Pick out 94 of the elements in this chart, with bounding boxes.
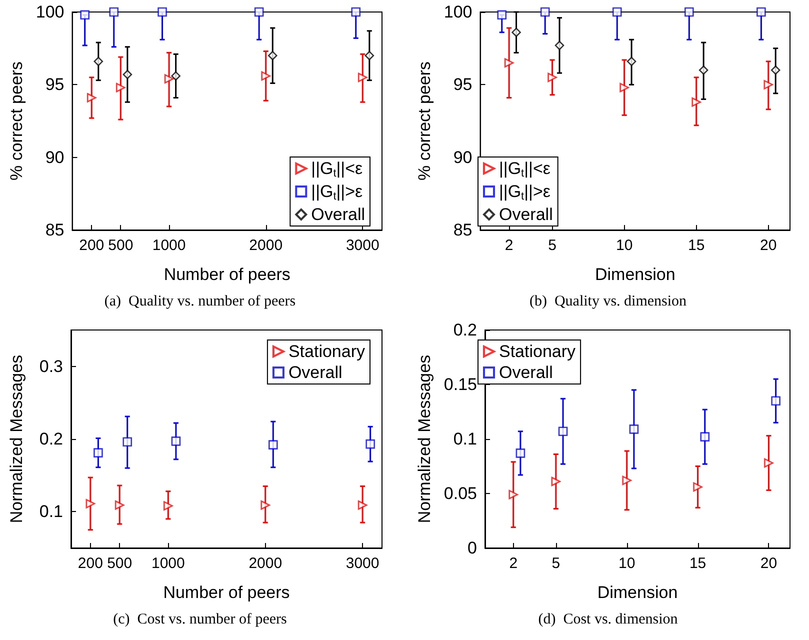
- point: [171, 436, 181, 446]
- point: [504, 58, 514, 68]
- x-tick-label: 15: [689, 555, 706, 572]
- text: (a) Quality vs. number of peers: [104, 294, 296, 310]
- y-tick-label: 100: [36, 2, 64, 22]
- y-tick-label: 85: [453, 220, 472, 240]
- legend-label: Stationary: [499, 342, 576, 361]
- x-tick-label: 500: [108, 237, 134, 254]
- x-tick-label: 500: [107, 555, 132, 572]
- x-tick-label: 10: [618, 555, 636, 572]
- point: [516, 448, 526, 458]
- x-axis-title: Dimension: [597, 583, 678, 602]
- point: [164, 501, 173, 511]
- point: [364, 50, 374, 60]
- x-axis-title: Number of peers: [164, 265, 290, 284]
- point: [629, 424, 639, 434]
- point: [512, 28, 521, 37]
- point: [268, 50, 278, 60]
- y-tick-label: 85: [45, 220, 64, 240]
- y-tick-label: 90: [45, 148, 64, 167]
- x-tick-label: 2000: [248, 555, 282, 572]
- point: [622, 476, 632, 486]
- legend-label: Overall: [499, 363, 553, 382]
- point: [116, 82, 126, 92]
- x-tick-label: 200: [79, 237, 104, 254]
- point: [358, 500, 368, 510]
- point: [114, 500, 124, 510]
- x-tick-label: 2: [509, 555, 518, 572]
- x-tick-label: 3000: [346, 555, 380, 572]
- point: [86, 499, 96, 508]
- point: [122, 437, 132, 447]
- point: [261, 71, 270, 81]
- y-tick-label: 0.15: [444, 375, 477, 394]
- point: [771, 396, 780, 406]
- x-axis-title: Dimension: [594, 265, 676, 284]
- x-tick-label: 5: [552, 555, 560, 572]
- y-tick-label: 0.2: [39, 430, 63, 448]
- x-tick-label: 3000: [346, 237, 380, 254]
- x-tick-label: 10: [616, 237, 633, 254]
- point: [94, 56, 104, 66]
- point: [551, 476, 561, 486]
- x-axis-title: Number of peers: [163, 583, 290, 602]
- point: [764, 80, 774, 90]
- x-tick-label: 2000: [249, 237, 283, 254]
- point: [508, 490, 518, 500]
- y-tick-label: 0: [468, 538, 477, 558]
- y-tick-label: 0.3: [39, 356, 63, 376]
- point: [366, 439, 375, 449]
- y-tick-label: 95: [453, 75, 472, 94]
- text: (c) Cost vs. number of peers: [113, 612, 288, 628]
- x-tick-label: 20: [760, 555, 778, 572]
- point: [86, 93, 96, 102]
- point: [358, 72, 368, 82]
- y-axis-title: Normalized Messages: [7, 354, 26, 524]
- y-axis-title: % correct peers: [415, 61, 434, 181]
- legend-label: Overall: [499, 205, 553, 224]
- y-tick-label: 0.2: [453, 320, 477, 340]
- y-tick-label: 90: [453, 148, 472, 167]
- x-tick-label: 200: [78, 555, 103, 572]
- y-tick-label: 0.05: [444, 484, 477, 503]
- point: [693, 482, 702, 492]
- y-tick-label: 100: [444, 2, 472, 22]
- point: [700, 432, 710, 442]
- point: [558, 426, 568, 436]
- y-tick-label: 95: [45, 75, 64, 94]
- point: [171, 71, 180, 81]
- point: [770, 65, 780, 75]
- text: (d) Cost vs. dimension: [538, 612, 678, 628]
- point: [268, 440, 278, 450]
- point: [260, 500, 270, 510]
- point: [164, 74, 174, 84]
- y-tick-label: 0.1: [39, 502, 63, 522]
- point: [94, 448, 103, 458]
- x-tick-label: 1000: [152, 555, 185, 572]
- x-tick-label: 20: [760, 237, 777, 254]
- legend-label: Stationary: [288, 342, 366, 361]
- point: [620, 82, 629, 92]
- y-axis-title: % correct peers: [7, 61, 26, 181]
- x-tick-label: 15: [688, 237, 705, 254]
- point: [626, 56, 636, 66]
- legend-label: Overall: [311, 205, 366, 224]
- point: [764, 458, 774, 468]
- y-tick-label: 0.1: [453, 430, 477, 448]
- x-tick-label: 1000: [152, 237, 186, 254]
- x-tick-label: 2: [504, 237, 514, 254]
- point: [122, 70, 132, 80]
- point: [692, 97, 702, 107]
- point: [548, 72, 557, 82]
- point: [554, 40, 564, 50]
- y-axis-title: Normalized Messages: [415, 354, 434, 524]
- text: (b) Quality vs. dimension: [529, 294, 688, 310]
- legend-label: Overall: [288, 363, 342, 382]
- point: [698, 65, 708, 75]
- x-tick-label: 5: [548, 237, 556, 254]
